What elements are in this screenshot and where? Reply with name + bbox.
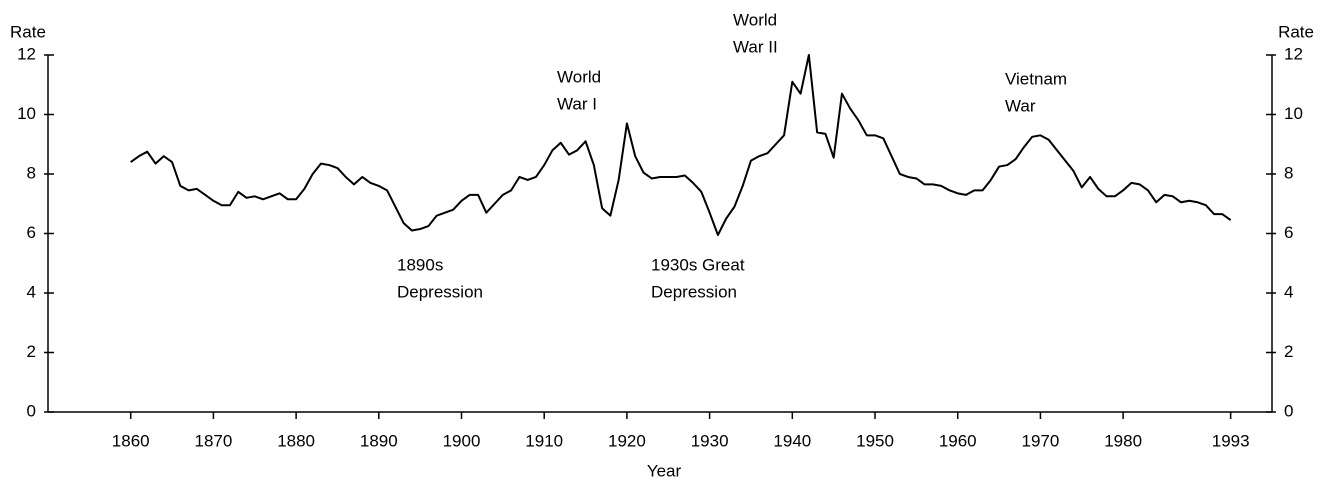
- y2-tick-label: 6: [1284, 223, 1293, 242]
- annotation: War: [1005, 96, 1036, 115]
- x-tick-label: 1900: [443, 431, 481, 450]
- x-tick-label: 1970: [1022, 431, 1060, 450]
- y2-tick-label: 4: [1284, 282, 1293, 301]
- y-tick-label: 6: [27, 223, 36, 242]
- y-tick-label: 4: [27, 282, 36, 301]
- x-tick-label: 1950: [856, 431, 894, 450]
- annotation: 1930s Great: [651, 255, 745, 274]
- y-tick-label: 0: [27, 401, 36, 420]
- y2-tick-label: 0: [1284, 401, 1293, 420]
- x-tick-label: 1910: [525, 431, 563, 450]
- x-tick-label: 1930: [691, 431, 729, 450]
- y-axis-label: Rate: [10, 22, 46, 41]
- x-tick-label: 1890: [360, 431, 398, 450]
- y2-tick-label: 10: [1284, 104, 1303, 123]
- annotation: Vietnam: [1005, 69, 1067, 88]
- x-tick-label: 1960: [939, 431, 977, 450]
- annotation: World: [733, 10, 777, 29]
- annotation: World: [557, 67, 601, 86]
- annotation: 1890s: [397, 255, 443, 274]
- y-tick-label: 10: [17, 104, 36, 123]
- x-axis-label: Year: [647, 461, 682, 480]
- annotation: War I: [557, 94, 597, 113]
- x-tick-label: 1940: [773, 431, 811, 450]
- y2-axis-label: Rate: [1278, 22, 1314, 41]
- x-tick-label: 1860: [112, 431, 150, 450]
- annotation: Depression: [651, 282, 737, 301]
- x-tick-label: 1980: [1104, 431, 1142, 450]
- y2-tick-label: 2: [1284, 342, 1293, 361]
- x-tick-label: 1920: [608, 431, 646, 450]
- series-line: [130, 54, 1232, 236]
- y2-tick-label: 12: [1284, 44, 1303, 63]
- x-tick-label: 1993: [1212, 431, 1250, 450]
- y-tick-label: 12: [17, 44, 36, 63]
- y2-tick-label: 8: [1284, 163, 1293, 182]
- y-tick-label: 8: [27, 163, 36, 182]
- annotation: War II: [733, 37, 778, 56]
- annotation: Depression: [397, 282, 483, 301]
- y-tick-label: 2: [27, 342, 36, 361]
- x-tick-label: 1880: [277, 431, 315, 450]
- x-tick-label: 1870: [194, 431, 232, 450]
